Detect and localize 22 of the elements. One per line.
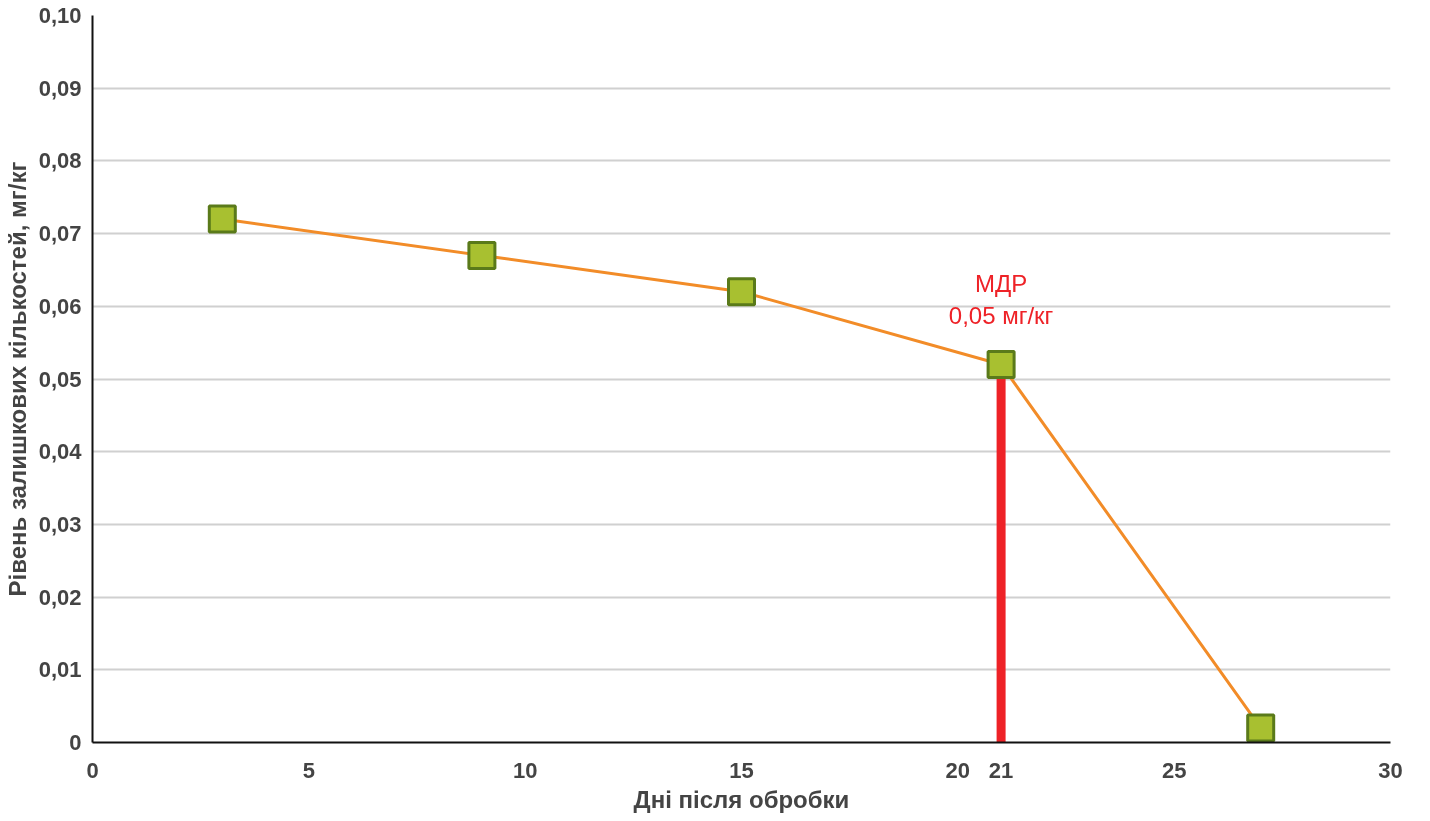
y-tick-label: 0,10 [38,3,82,28]
y-tick-label: 0,06 [38,293,82,319]
ref-line-label: МДР 0,05 мг/кг [948,270,1054,330]
y-tick-label: 0,04 [38,439,83,465]
y-tick-label: 0 [69,730,82,755]
x-tick-label: 25 [1161,757,1187,783]
x-tick-label: 30 [1378,757,1403,783]
y-tick-label: 0,07 [38,221,82,247]
x-tick-label: 20 [945,757,971,783]
y-tick-label: 0,01 [38,657,82,683]
y-tick-label: 0,08 [38,148,82,174]
x-axis-title: Дні після обробки [633,785,850,813]
x-tick-label: 15 [729,757,754,783]
y-tick-label: 0,05 [38,366,82,392]
x-tick-label: 5 [302,757,315,783]
x-tick-label: 21 [988,757,1014,783]
y-tick-label: 0,02 [38,584,82,610]
y-tick-label: 0,09 [38,75,82,101]
y-tick-label: 0,03 [38,511,82,537]
x-tick-label: 10 [512,757,538,783]
x-tick-label: 0 [86,757,99,783]
y-axis-title: Рівень залишкових кількостей, мг/кг [3,161,31,597]
